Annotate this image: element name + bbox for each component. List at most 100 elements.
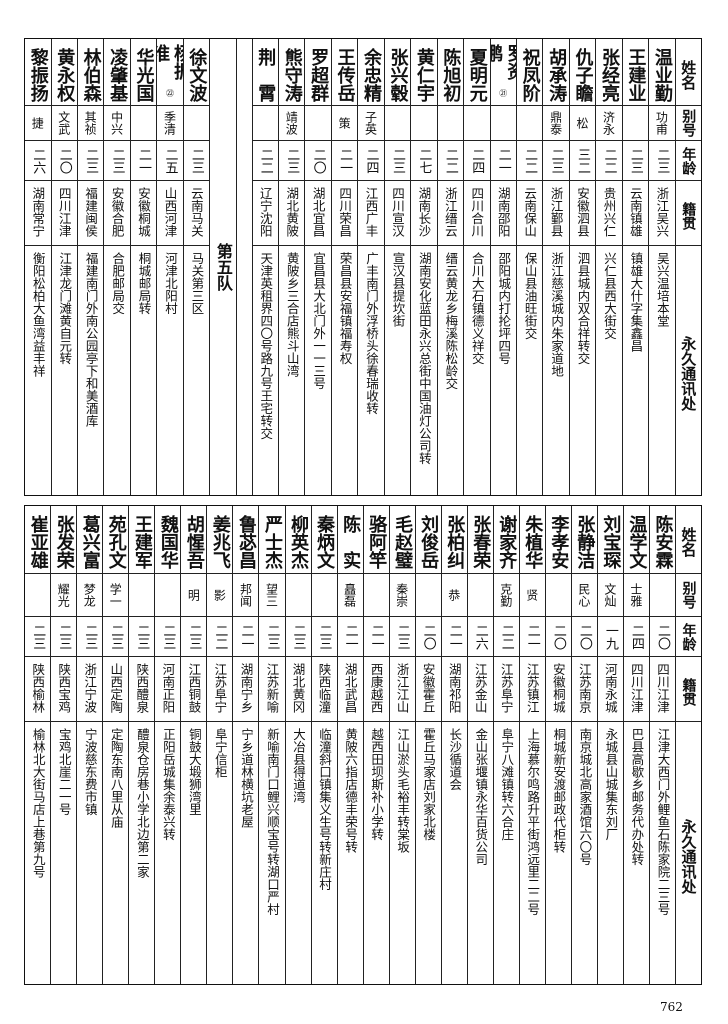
person-origin: 江苏镇江 xyxy=(524,663,540,713)
cell-origin: 四川江津 xyxy=(623,657,649,722)
header-origin-label: 籍贯 xyxy=(680,678,697,706)
cell-age: 二〇 xyxy=(305,141,331,181)
person-age: 二三 xyxy=(284,147,300,174)
cell-name: 王建军 xyxy=(129,506,155,574)
cell-origin: 辽宁沈阳 xyxy=(252,181,278,246)
person-column: 王传岳策二一 四川荣昌 荣昌县安福镇福寿权 xyxy=(330,39,358,495)
cell-name: 张春荣 xyxy=(467,506,493,574)
cell-alias xyxy=(363,574,389,617)
person-age: 二一 xyxy=(495,147,511,174)
person-age: 二三 xyxy=(389,147,405,174)
cell-origin: 湖北武昌 xyxy=(337,657,363,722)
cell-name: 胡惺吾 xyxy=(181,506,207,574)
person-age: 二一 xyxy=(342,623,358,650)
person-alias: 贤 xyxy=(524,589,539,601)
person-origin: 浙江宁波 xyxy=(82,663,98,713)
person-name: 刘宝琛 xyxy=(600,515,622,569)
cell-alias: 捷 xyxy=(25,106,51,141)
cell-name: 祝凤阶 xyxy=(516,39,543,106)
person-origin: 湖北武昌 xyxy=(342,663,358,713)
person-address: 江津大西门外鲤鱼石陈家院二三号 xyxy=(655,728,671,916)
cell-age: 二二 xyxy=(516,141,543,181)
header-column: 姓名 别号 年龄 籍贯 永久通讯处 xyxy=(674,506,701,984)
person-origin: 河南正阳 xyxy=(160,663,176,713)
cell-alias: 恭 xyxy=(441,574,467,617)
cell-alias xyxy=(183,106,210,141)
cell-alias: 靖波 xyxy=(279,106,305,141)
cell-address: 浙江慈溪城内朱家道地 xyxy=(543,246,568,495)
person-origin: 安徽桐城 xyxy=(550,663,566,713)
cell-age: 二三 xyxy=(104,141,130,181)
person-age: 二三 xyxy=(134,623,150,650)
cell-origin: 浙江江山 xyxy=(389,657,415,722)
person-address: 保山县油旺街交 xyxy=(522,252,538,340)
cell-alias xyxy=(155,574,181,617)
cell-origin: 湖北黄冈 xyxy=(285,657,311,722)
header-origin: 籍贯 xyxy=(675,657,701,722)
person-column: 陈 实矗磊 二一 湖北武昌 黄陂六指店德丰荣号转 xyxy=(336,506,363,984)
cell-address: 合肥邮局交 xyxy=(104,246,129,495)
cell-alias: 望三 xyxy=(259,574,285,617)
person-origin: 四川江津 xyxy=(628,663,644,713)
person-age: 二三 xyxy=(264,623,280,650)
person-age: 二一 xyxy=(524,623,540,650)
person-alias: 子英 xyxy=(363,111,378,135)
cell-origin: 四川江津 xyxy=(51,181,77,246)
footnote-mark: ㉒ xyxy=(165,89,174,98)
person-age: 二三 xyxy=(188,147,204,174)
header-name: 姓名 xyxy=(675,39,701,106)
person-address: 大冶县得道湾 xyxy=(291,728,307,803)
header-origin: 籍贯 xyxy=(675,181,701,246)
person-origin: 四川宣汉 xyxy=(389,187,405,237)
cell-name: 荆 霄 xyxy=(252,39,278,106)
cell-age: 二一 xyxy=(130,141,157,181)
cell-origin: 安徽桐城 xyxy=(130,181,157,246)
cell-alias xyxy=(305,106,331,141)
cell-age: 二一 xyxy=(490,141,516,181)
cell-alias: 其祯 xyxy=(77,106,104,141)
cell-age: 二三 xyxy=(649,141,675,181)
cell-age: 二七 xyxy=(411,141,437,181)
person-alias: 矗磊 xyxy=(342,583,357,607)
person-origin: 四川荣昌 xyxy=(337,187,353,237)
header-age-label: 年龄 xyxy=(680,146,697,175)
person-address: 浙江慈溪城内朱家道地 xyxy=(549,252,565,377)
team-divider-label: 第五队 xyxy=(213,243,233,291)
header-name-label: 姓名 xyxy=(679,59,698,90)
cell-origin: 福建闽侯 xyxy=(77,181,104,246)
person-name: 毛赵璧 xyxy=(392,515,414,569)
cell-address: 荣昌县安福镇福寿权 xyxy=(332,246,357,495)
cell-age: 二三 xyxy=(129,617,155,657)
person-name: 陈旭初 xyxy=(440,47,462,102)
person-column: 王建军 二三 陕西醴泉 醴泉仓房巷小学北边第二家 xyxy=(128,506,155,984)
person-origin: 浙江鄞县 xyxy=(548,187,564,237)
person-address: 南京城北高家酒馆六〇号 xyxy=(577,728,593,866)
person-address: 正阳岳城集余泰兴转 xyxy=(160,728,176,841)
cell-address: 霍丘马家店刘家北楼 xyxy=(416,722,441,984)
cell-address: 榆林北大街马店上巷第九号 xyxy=(25,722,50,984)
cell-origin: 湖南祁阳 xyxy=(441,657,467,722)
person-origin: 浙江缙云 xyxy=(442,187,458,237)
cell-name: 骆阿竿 xyxy=(363,506,389,574)
person-age: 二〇 xyxy=(420,623,436,650)
person-alias: 济永 xyxy=(601,111,616,135)
person-alias: 文灿 xyxy=(602,583,617,607)
person-age: 二二 xyxy=(442,147,458,174)
cell-alias: 秦崇 xyxy=(389,574,415,617)
person-age: 一九 xyxy=(602,623,618,650)
person-address: 定陶东南八里从庙 xyxy=(108,728,124,828)
person-origin: 山西定陶 xyxy=(108,663,124,713)
person-origin: 贵州兴仁 xyxy=(601,187,617,237)
cell-address: 宣汉县提坎街 xyxy=(385,246,410,495)
cell-age: 二三 xyxy=(103,617,129,657)
person-alias: 松 xyxy=(575,117,590,129)
cell-address: 越西田坝斯补小学转 xyxy=(364,722,389,984)
person-origin: 江西铜鼓 xyxy=(186,663,202,713)
person-column: 余忠精 子英 二四 江西广丰 广丰南门外浮桥头徐春瑞收转 xyxy=(357,39,384,495)
person-column: 温学文 士雅 二四 四川江津 巴县高歇乡邮务代办处转 xyxy=(622,506,649,984)
cell-origin: 湖南长沙 xyxy=(411,181,437,246)
cell-age: 三二 xyxy=(569,141,596,181)
person-name: 秦炳文 xyxy=(314,515,336,569)
person-alias: 捷 xyxy=(30,117,45,129)
cell-address: 江山淤头毛裕丰转棠坂 xyxy=(390,722,415,984)
